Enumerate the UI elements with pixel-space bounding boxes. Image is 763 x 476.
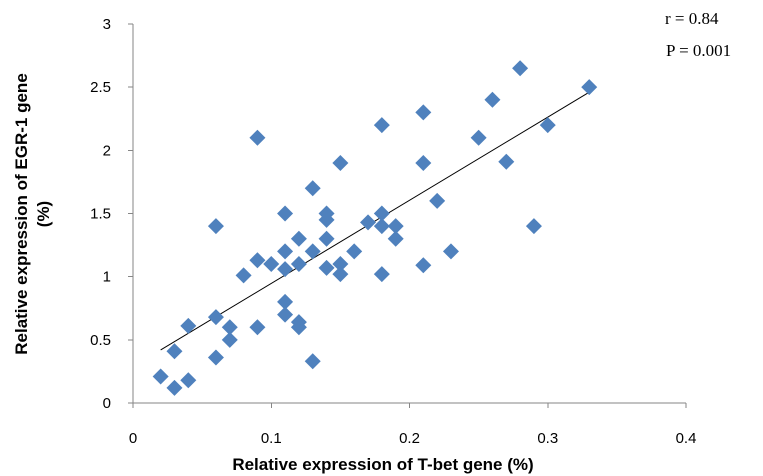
y-tick-label: 2 bbox=[103, 142, 111, 159]
data-point bbox=[442, 243, 459, 260]
data-point bbox=[249, 129, 266, 146]
data-point bbox=[166, 379, 183, 396]
data-point bbox=[290, 256, 307, 273]
data-point bbox=[180, 372, 197, 389]
x-tick-label: 0.1 bbox=[261, 430, 282, 447]
data-point bbox=[304, 180, 321, 197]
y-tick-label: 3 bbox=[103, 16, 111, 33]
data-point bbox=[360, 214, 377, 231]
data-point bbox=[207, 218, 224, 235]
data-point bbox=[373, 205, 390, 222]
data-point bbox=[277, 306, 294, 323]
data-point bbox=[207, 309, 224, 326]
data-point bbox=[373, 117, 390, 134]
data-point bbox=[290, 314, 307, 331]
y-tick-label: 1.5 bbox=[90, 206, 111, 223]
data-point bbox=[512, 60, 529, 77]
data-point bbox=[429, 192, 446, 209]
data-point bbox=[249, 252, 266, 269]
correlation-r-label: r = 0.84 bbox=[665, 9, 719, 28]
data-point bbox=[415, 154, 432, 171]
data-point bbox=[332, 256, 349, 273]
y-tick-label: 2.5 bbox=[90, 79, 111, 96]
data-point bbox=[221, 319, 238, 336]
data-point bbox=[332, 154, 349, 171]
data-point bbox=[318, 205, 335, 222]
data-point bbox=[221, 331, 238, 348]
data-point bbox=[318, 230, 335, 247]
data-point bbox=[387, 218, 404, 235]
data-point bbox=[304, 353, 321, 370]
y-ticks: 0 0.5 1 1.5 2 2.5 3 bbox=[90, 16, 133, 412]
y-axis-title-line-2: (%) bbox=[34, 201, 53, 227]
data-point bbox=[332, 266, 349, 283]
data-point bbox=[277, 205, 294, 222]
data-point bbox=[415, 257, 432, 274]
data-point bbox=[539, 117, 556, 134]
data-point bbox=[277, 261, 294, 278]
axes bbox=[132, 24, 686, 404]
data-point bbox=[415, 104, 432, 121]
y-tick-label: 0 bbox=[103, 395, 111, 412]
data-point bbox=[235, 267, 252, 284]
data-point bbox=[180, 317, 197, 334]
data-point bbox=[346, 243, 363, 260]
y-tick-label: 1 bbox=[103, 269, 111, 286]
data-point bbox=[166, 343, 183, 360]
data-point bbox=[498, 153, 515, 170]
y-tick-label: 0.5 bbox=[90, 332, 111, 349]
p-value-label: P = 0.001 bbox=[666, 41, 731, 60]
x-tick-label: 0.2 bbox=[399, 430, 420, 447]
x-tick-label: 0.4 bbox=[676, 430, 697, 447]
data-point bbox=[525, 218, 542, 235]
data-points bbox=[152, 60, 598, 396]
data-point bbox=[484, 91, 501, 108]
data-point bbox=[581, 79, 598, 96]
x-tick-label: 0.3 bbox=[537, 430, 558, 447]
data-point bbox=[373, 218, 390, 235]
data-point bbox=[152, 368, 169, 385]
data-point bbox=[249, 319, 266, 336]
data-point bbox=[470, 129, 487, 146]
data-point bbox=[387, 230, 404, 247]
x-tick-label: 0 bbox=[129, 430, 137, 447]
x-ticks: 0 0.1 0.2 0.3 0.4 bbox=[129, 403, 697, 447]
data-point bbox=[304, 243, 321, 260]
data-point bbox=[263, 256, 280, 273]
data-point bbox=[318, 259, 335, 276]
data-point bbox=[373, 266, 390, 283]
data-point bbox=[290, 230, 307, 247]
y-axis-title-line-1: Relative expression of EGR-1 gene bbox=[12, 73, 31, 355]
trend-line bbox=[160, 91, 590, 351]
data-point bbox=[207, 349, 224, 366]
data-point bbox=[277, 293, 294, 310]
data-point bbox=[277, 243, 294, 260]
x-axis-title: Relative expression of T-bet gene (%) bbox=[232, 455, 533, 474]
